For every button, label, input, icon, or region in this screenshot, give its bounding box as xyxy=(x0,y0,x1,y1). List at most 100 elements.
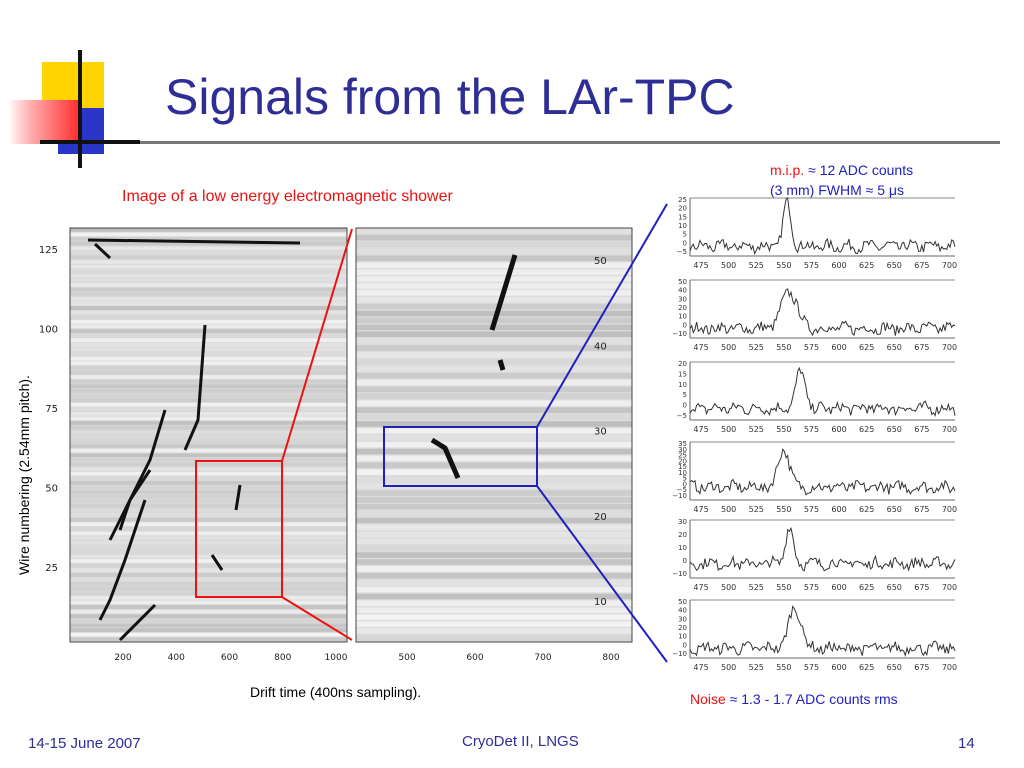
waveform-x-tick: 700 xyxy=(942,663,957,672)
wire-row xyxy=(356,435,632,441)
wire-row xyxy=(70,458,347,462)
wire-row xyxy=(70,361,347,366)
wire-row xyxy=(70,389,347,393)
wire-row xyxy=(70,269,347,274)
wire-row xyxy=(356,400,632,407)
wire-row xyxy=(70,287,347,292)
wire-row xyxy=(70,531,347,536)
wire-row xyxy=(356,297,632,303)
shower-track xyxy=(183,324,207,451)
wire-row xyxy=(70,228,347,232)
mip-annotation: m.i.p. ≈ 12 ADC counts xyxy=(770,162,913,178)
waveform-x-tick: 575 xyxy=(804,343,819,352)
waveform-y-tick: 30 xyxy=(678,295,687,303)
waveform-y-tick: 30 xyxy=(678,615,687,623)
wire-row xyxy=(356,607,632,614)
wire-row xyxy=(356,421,632,427)
wire-row xyxy=(356,359,632,365)
wire-row xyxy=(356,586,632,593)
waveform-x-tick: 600 xyxy=(831,505,846,514)
wire-row xyxy=(70,508,347,513)
waveform-y-tick: 10 xyxy=(678,313,687,321)
zoom-track xyxy=(430,437,461,479)
wire-row xyxy=(70,356,347,361)
waveform-x-tick: 525 xyxy=(749,343,764,352)
wire-row xyxy=(70,402,347,407)
wire-row xyxy=(356,510,632,517)
shower-track xyxy=(234,484,242,511)
wire-row xyxy=(356,593,632,600)
zoom-y-ticks: 50 40 30 20 10 xyxy=(594,256,607,608)
wire-row xyxy=(70,255,347,260)
waveform-x-tick: 625 xyxy=(859,583,874,592)
logo-horizontal-line xyxy=(40,140,140,144)
wire-row xyxy=(70,591,347,596)
waveform-x-tick: 475 xyxy=(693,261,708,270)
waveform-trace xyxy=(689,288,956,337)
wire-row xyxy=(70,637,347,642)
waveform-y-tick: 40 xyxy=(678,607,687,615)
zoom-panel-frame xyxy=(355,227,633,643)
tick-label: 25 xyxy=(45,563,58,574)
wire-row xyxy=(356,234,632,241)
zoom-panel-tracks xyxy=(430,254,518,479)
waveform-x-tick: 675 xyxy=(914,663,929,672)
wire-row xyxy=(70,462,347,467)
wire-row xyxy=(356,497,632,503)
waveform-x-tick: 675 xyxy=(914,505,929,514)
wire-row xyxy=(70,550,347,554)
waveform-y-tick: 0 xyxy=(683,402,687,410)
wire-row xyxy=(356,428,632,434)
waveform-x-tick: 625 xyxy=(859,261,874,270)
tick-label: 50 xyxy=(45,484,58,495)
waveform-x-tick: 550 xyxy=(776,261,791,270)
waveform-y-tick: −10 xyxy=(672,330,687,338)
wire-row xyxy=(356,579,632,586)
waveform-x-tick: 625 xyxy=(859,425,874,434)
wire-row xyxy=(70,476,347,481)
waveform-y-tick: 10 xyxy=(678,469,687,477)
blue-zoom-line-bottom xyxy=(536,485,668,663)
zoom-panel-rows xyxy=(356,228,632,641)
zoom-track xyxy=(489,254,518,331)
waveform-y-tick: 20 xyxy=(678,624,687,632)
waveform-y-tick: 0 xyxy=(683,239,687,247)
blue-zoom-line-top xyxy=(536,203,668,428)
shower-track xyxy=(87,238,301,245)
wire-row xyxy=(70,398,347,402)
wire-row xyxy=(356,621,632,627)
wire-row xyxy=(70,338,347,343)
wire-row xyxy=(356,455,632,462)
waveform-x-tick: 575 xyxy=(804,261,819,270)
wire-row xyxy=(70,623,347,628)
waveform-x-tick: 525 xyxy=(749,583,764,592)
wire-row xyxy=(356,255,632,262)
noise-annotation: Noise ≈ 1.3 - 1.7 ADC counts rms xyxy=(690,691,898,707)
mip-label: m.i.p. xyxy=(770,162,805,178)
wire-row xyxy=(70,251,347,255)
waveform-trace xyxy=(689,447,956,496)
wire-row xyxy=(356,600,632,607)
wire-row xyxy=(356,393,632,400)
tick-label: 10 xyxy=(594,597,607,608)
wire-row xyxy=(356,379,632,386)
wire-row xyxy=(356,524,632,531)
waveform-y-tick: −10 xyxy=(672,650,687,658)
wire-row xyxy=(70,278,347,283)
wire-row xyxy=(356,469,632,476)
waveform-y-tick: 10 xyxy=(678,633,687,641)
wire-row xyxy=(70,347,347,352)
wire-row xyxy=(70,582,347,586)
waveform-x-tick: 700 xyxy=(942,343,957,352)
red-zoom-line-top xyxy=(281,228,353,462)
wire-row xyxy=(70,573,347,577)
waveform-trace xyxy=(689,197,956,256)
wire-row xyxy=(70,310,347,315)
wire-row xyxy=(70,517,347,522)
wire-row xyxy=(70,563,347,568)
wire-row xyxy=(70,444,347,448)
waveform-x-tick: 650 xyxy=(887,663,902,672)
wire-row xyxy=(356,635,632,641)
